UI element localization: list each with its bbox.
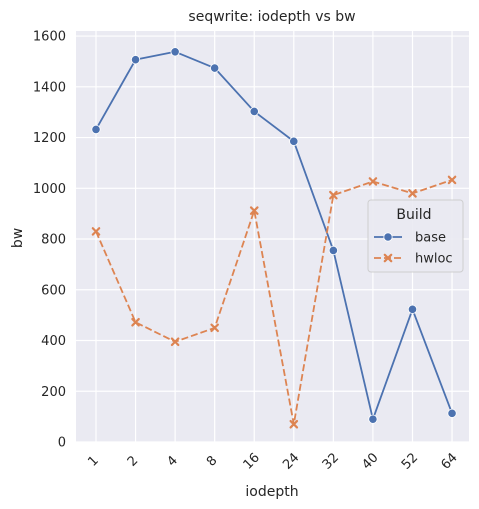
- data-point-hwloc: [210, 323, 219, 333]
- y-tick-label: 1000: [33, 182, 66, 197]
- chart-title: seqwrite: iodepth vs bw: [188, 9, 355, 25]
- x-tick-label: 52: [399, 450, 421, 472]
- grid: [76, 31, 469, 443]
- data-point-hwloc: [408, 189, 417, 198]
- y-tick-label: 1600: [33, 30, 66, 45]
- legend-marker-base: [383, 232, 393, 242]
- x-tick-label: 40: [359, 450, 381, 472]
- y-tick-label: 200: [41, 385, 66, 400]
- data-point-hwloc: [368, 177, 378, 186]
- y-tick-label: 400: [41, 334, 66, 349]
- data-point-hwloc: [170, 337, 180, 347]
- legend-title: Build: [396, 207, 431, 223]
- legend-label-hwloc: hwloc: [415, 252, 453, 267]
- data-point-base: [249, 106, 259, 117]
- x-tick-label: 32: [320, 450, 342, 472]
- x-tick-label: 4: [164, 453, 180, 469]
- y-tick-label: 800: [41, 233, 66, 248]
- series-line-hwloc: [95, 179, 453, 426]
- data-point-base: [210, 63, 220, 73]
- data-point-base: [91, 124, 101, 135]
- data-point-base: [447, 408, 457, 418]
- y-tick-label: 1200: [33, 131, 66, 146]
- x-axis-label: iodepth: [245, 484, 298, 500]
- data-point-base: [170, 47, 180, 57]
- x-tick-label: 8: [204, 453, 220, 469]
- data-point-hwloc: [289, 419, 299, 429]
- x-tick-label: 64: [438, 450, 460, 472]
- legend-marker-hwloc: [383, 253, 393, 263]
- data-point-base: [407, 304, 418, 314]
- legend: Build base hwloc: [367, 199, 464, 273]
- series-layer: [91, 47, 457, 429]
- y-tick-labels: 0 200 400 600 800 1000 1200 1400 1600: [33, 30, 66, 451]
- series-base: [91, 47, 457, 424]
- data-point-hwloc: [249, 206, 259, 215]
- legend-label-base: base: [415, 231, 446, 246]
- data-point-hwloc: [329, 190, 338, 200]
- data-point-hwloc: [447, 175, 457, 185]
- y-axis-label: bw: [10, 228, 26, 248]
- y-tick-label: 600: [41, 283, 66, 298]
- data-point-base: [368, 414, 378, 424]
- x-tick-label: 24: [280, 450, 302, 472]
- series-line-base: [95, 50, 453, 421]
- x-tick-label: 1: [85, 453, 101, 469]
- x-tick-label: 2: [125, 453, 141, 469]
- series-hwloc: [91, 175, 457, 429]
- data-point-base: [328, 245, 338, 256]
- data-point-base: [289, 136, 299, 146]
- x-tick-label: 16: [241, 450, 263, 472]
- y-tick-label: 0: [58, 436, 66, 451]
- data-point-hwloc: [91, 227, 101, 236]
- data-point-base: [130, 55, 141, 65]
- x-tick-labels: 1 2 4 8 16 24 32 40 52 64: [85, 450, 460, 472]
- data-point-hwloc: [131, 317, 140, 327]
- y-tick-label: 1400: [33, 80, 66, 95]
